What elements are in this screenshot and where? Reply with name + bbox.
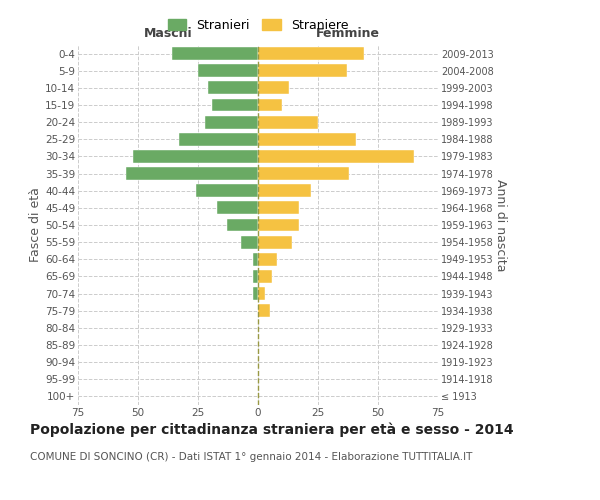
Bar — [258, 270, 272, 283]
Bar — [172, 47, 258, 60]
Bar — [198, 64, 258, 77]
Bar — [212, 98, 258, 112]
Bar — [258, 98, 282, 112]
Text: Maschi: Maschi — [143, 27, 193, 40]
Bar — [258, 287, 265, 300]
Legend: Stranieri, Straniere: Stranieri, Straniere — [163, 14, 353, 37]
Bar — [258, 304, 270, 317]
Bar — [253, 270, 258, 283]
Bar — [179, 133, 258, 145]
Bar — [241, 236, 258, 248]
Bar — [258, 47, 364, 60]
Text: Popolazione per cittadinanza straniera per età e sesso - 2014: Popolazione per cittadinanza straniera p… — [30, 422, 514, 437]
Bar — [258, 184, 311, 197]
Bar — [133, 150, 258, 163]
Bar — [258, 218, 299, 232]
Bar — [217, 202, 258, 214]
Y-axis label: Fasce di età: Fasce di età — [29, 188, 42, 262]
Bar — [258, 236, 292, 248]
Bar — [258, 253, 277, 266]
Bar — [258, 133, 356, 145]
Bar — [253, 253, 258, 266]
Bar — [205, 116, 258, 128]
Bar — [258, 202, 299, 214]
Bar — [196, 184, 258, 197]
Bar — [258, 82, 289, 94]
Bar — [227, 218, 258, 232]
Bar — [258, 64, 347, 77]
Y-axis label: Anni di nascita: Anni di nascita — [494, 179, 508, 271]
Bar — [258, 150, 414, 163]
Bar — [126, 167, 258, 180]
Bar — [208, 82, 258, 94]
Bar — [253, 287, 258, 300]
Bar — [258, 167, 349, 180]
Text: Femmine: Femmine — [316, 27, 380, 40]
Text: COMUNE DI SONCINO (CR) - Dati ISTAT 1° gennaio 2014 - Elaborazione TUTTITALIA.IT: COMUNE DI SONCINO (CR) - Dati ISTAT 1° g… — [30, 452, 472, 462]
Bar — [258, 116, 318, 128]
